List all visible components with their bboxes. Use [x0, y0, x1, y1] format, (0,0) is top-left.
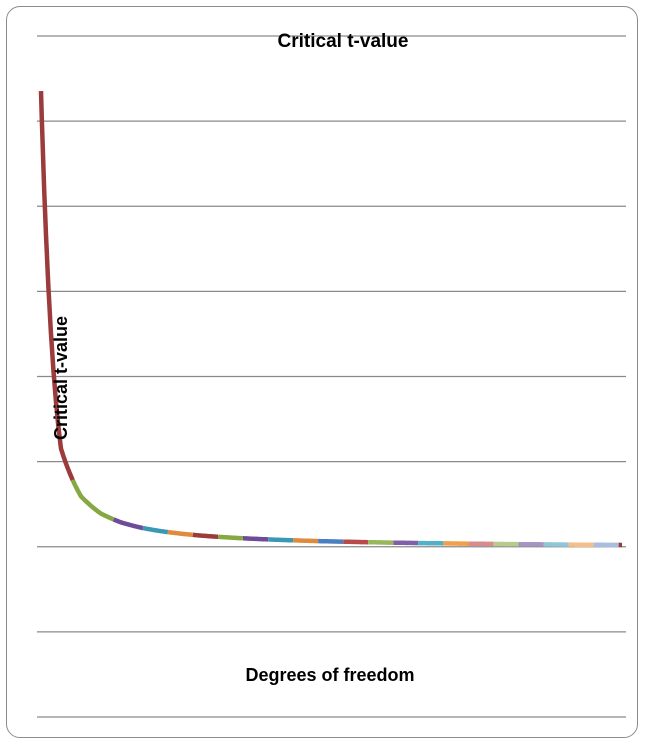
- series-segment: [341, 539, 370, 545]
- series-segment: [166, 529, 195, 538]
- series-segment: [366, 539, 395, 545]
- series-line: [38, 91, 624, 548]
- y-axis-label: Critical t-value: [51, 316, 71, 440]
- series-segment: [241, 536, 270, 542]
- series-segment: [112, 517, 145, 531]
- chart-title: Critical t-value: [278, 31, 409, 52]
- series-segment: [316, 538, 345, 544]
- series-segment: [70, 479, 116, 522]
- chart-frame: [6, 6, 638, 738]
- series-segment: [38, 91, 75, 481]
- series-segment: [216, 534, 245, 541]
- series-segment: [191, 532, 220, 540]
- gridlines: [37, 35, 626, 718]
- series-segment: [141, 525, 170, 535]
- x-axis-label: Degrees of freedom: [245, 665, 414, 685]
- series-segment: [266, 537, 295, 543]
- series-segment: [291, 538, 320, 544]
